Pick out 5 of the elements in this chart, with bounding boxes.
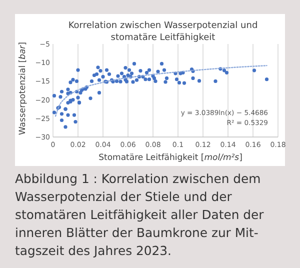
y-axis-title: Wasserpotenzial [bar] <box>18 42 28 136</box>
text: Abbildung 1 : Korrelation zwischen dem Wasserpotenzial der Stiele und der stomatären Leitfähigkeit aller Daten der inneren Blätter der Baumkrone zur Mit- tagszeit des Jahres 2023. <box>15 171 265 258</box>
line-series <box>54 64 268 117</box>
x-axis-title: Stomatäre Leitfähigkeit [mol/m²s] <box>98 153 242 163</box>
chart-title: Korrelation zwischen Wasserpotenzial und stomatäre Leitfähigkeit <box>68 21 258 43</box>
